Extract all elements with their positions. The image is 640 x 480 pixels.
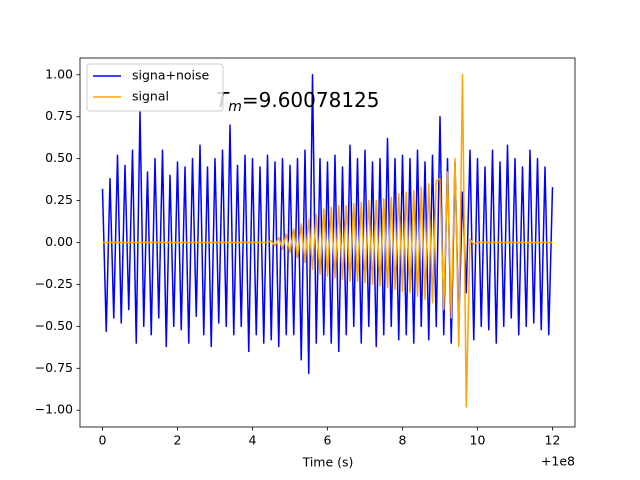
series-line [102, 74, 553, 408]
x-tick-label: 12 [545, 433, 561, 448]
y-tick-label: −0.50 [35, 318, 73, 333]
y-tick-label: 0.75 [45, 108, 73, 123]
x-offset-label: +1e8 [541, 454, 575, 469]
x-tick-label: 8 [399, 433, 407, 448]
y-tick-label: 0.25 [45, 192, 73, 207]
y-tick-label: −1.00 [35, 402, 73, 417]
x-axis-label: Time (s) [302, 455, 354, 470]
plot-area [101, 74, 554, 408]
y-tick-label: 1.00 [45, 66, 73, 81]
x-tick-label: 10 [470, 433, 486, 448]
x-tick-label: 4 [249, 433, 257, 448]
annotation-sub: m [228, 99, 242, 115]
x-tick-label: 6 [324, 433, 332, 448]
x-tick-label: 0 [99, 433, 107, 448]
x-tick-label: 2 [174, 433, 182, 448]
legend-label: signa+noise [132, 68, 210, 83]
legend: signa+noise signal [86, 63, 224, 112]
y-tick-label: −0.25 [35, 276, 73, 291]
annotation-text: =9.60078125 [242, 88, 380, 112]
legend-label: signal [132, 89, 169, 104]
series-line [101, 74, 554, 375]
annotation: Tm=9.60078125 [216, 88, 380, 116]
y-tick-label: 0.00 [45, 234, 73, 249]
y-tick-label: 0.50 [45, 150, 73, 165]
y-tick-label: −0.75 [35, 360, 73, 375]
